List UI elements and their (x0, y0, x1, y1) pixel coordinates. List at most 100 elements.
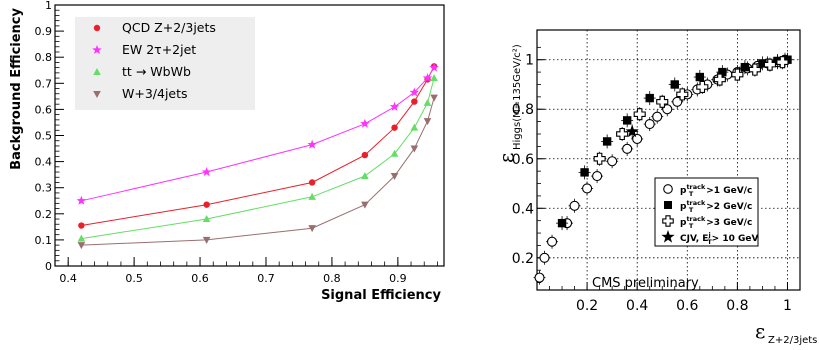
higgs-vs-z-efficiency-chart: 0.2 0.4 0.6 0.8 10.20.40.60.81 ptrack T >1 GeV… (494, 29, 817, 346)
left-data-point (77, 242, 86, 250)
left-y-tick-label: 0.7 (35, 77, 53, 90)
right-data-point (580, 168, 589, 177)
right-x-tick-label: 1 (783, 298, 792, 314)
left-data-point (361, 171, 369, 179)
left-y-tick-label: 0.5 (35, 130, 53, 143)
right-legend-item: ptrack T >3 GeV/c (662, 215, 752, 230)
right-legend-label-rest: >3 GeV/c (706, 218, 752, 228)
left-series-2 (77, 74, 438, 242)
right-data-point (645, 93, 654, 103)
right-legend-label-rest: >1 GeV/c (706, 186, 752, 196)
right-legend-label-sub: T (689, 206, 694, 214)
right-data-point (740, 62, 750, 72)
right-legend-label-rest: >2 GeV/c (706, 202, 752, 212)
right-y-tick-label: 0.8 (512, 102, 534, 118)
left-data-point (202, 215, 211, 223)
left-data-point (430, 94, 438, 102)
left-legend-marker (93, 24, 101, 32)
right-series-3 (625, 124, 639, 139)
right-legend-label-sup: track (686, 215, 706, 223)
right-legend-marker (662, 215, 674, 227)
left-x-axis-label: Signal Efficiency (321, 288, 441, 303)
right-legend-label-sup: track (686, 183, 706, 191)
left-data-point (308, 192, 316, 200)
right-data-point (569, 200, 580, 211)
right-data-point (622, 116, 632, 125)
left-series-0 (78, 63, 438, 229)
right-data-point (593, 152, 606, 165)
right-data-point (695, 72, 705, 82)
left-data-point (423, 118, 432, 126)
left-y-tick-label: 0.3 (35, 182, 53, 195)
left-data-point (391, 124, 398, 131)
left-x-tick-label: 0.6 (191, 272, 209, 285)
right-legend-label-main: p (680, 202, 687, 212)
right-data-point (632, 133, 643, 145)
right-data-point (652, 111, 663, 122)
right-series-0 (533, 52, 791, 285)
right-legend-item: ptrack T >2 GeV/c (664, 199, 752, 214)
left-data-point (76, 195, 87, 205)
right-y-axis-symbol: ε (494, 153, 518, 163)
left-data-point (78, 222, 85, 229)
left-series-3 (77, 94, 438, 250)
right-data-point (633, 108, 646, 121)
left-legend-label-part: tt (122, 64, 132, 79)
right-data-point (625, 124, 639, 138)
left-data-point (390, 149, 399, 157)
right-legend-marker (663, 184, 673, 194)
left-data-point (360, 118, 370, 128)
left-series-line (81, 66, 435, 226)
right-y-axis-subscript: Higgs(M=135GeV/c²) (512, 44, 523, 150)
left-legend-marker (93, 68, 101, 75)
right-data-point (731, 68, 744, 81)
left-legend-marker (92, 45, 102, 55)
left-data-point (422, 73, 433, 83)
left-legend-item: W+3/4jets (93, 86, 188, 101)
left-legend-label-part: WbWb (150, 64, 191, 79)
left-legend-item: QCD Z+2/3jets (93, 20, 216, 35)
left-legend-label: QCD Z+2/3jets (122, 20, 216, 35)
left-series-line (81, 97, 435, 246)
right-legend-label-main: p (680, 218, 687, 228)
right-data-point (602, 137, 612, 146)
left-legend-label: W+3/4jets (122, 86, 188, 101)
right-y-axis-label: ε Higgs(M=135GeV/c²) (494, 44, 523, 163)
left-legend-label-part: → (136, 64, 146, 79)
left-y-tick-label: 0.8 (35, 51, 53, 64)
right-legend-item: ptrack T >1 GeV/c (663, 183, 752, 198)
left-data-point (307, 139, 317, 149)
right-data-point (676, 88, 689, 101)
right-legend-label-main: CJV, E (680, 234, 708, 244)
right-data-point (713, 73, 726, 86)
left-data-point (203, 201, 210, 208)
left-data-point (361, 201, 369, 209)
right-legend-label: CJV, Ej T> 10 GeV (680, 231, 758, 246)
right-data-point (534, 272, 545, 283)
left-series-1 (76, 62, 439, 205)
left-legend-item: tt → WbWb (93, 64, 191, 79)
left-x-tick-label: 0.8 (323, 272, 341, 285)
right-data-point (622, 143, 633, 154)
right-data-point (718, 67, 727, 77)
right-data-point (582, 183, 593, 194)
left-legend-box (75, 17, 255, 110)
left-x-tick-label: 0.4 (59, 272, 77, 285)
left-legend: QCD Z+2/3jets EW 2τ+2jet tt → WbWb W+3/4jets (75, 17, 255, 110)
right-x-axis-symbol: ε (755, 319, 765, 343)
right-series-2 (593, 55, 789, 166)
left-y-tick-label: 0.1 (35, 234, 53, 247)
right-data-point (696, 80, 709, 94)
right-data-point (539, 252, 550, 263)
right-legend-label-sub: T (707, 238, 712, 246)
left-y-tick-label: 0 (45, 260, 52, 273)
right-legend-label-sup: j (707, 231, 710, 239)
right-data-point (748, 63, 761, 76)
left-y-axis-label: Background Efficiency (9, 7, 24, 169)
right-legend-marker (664, 201, 672, 209)
left-data-point (361, 151, 369, 159)
right-legend-label: ptrack T >3 GeV/c (680, 215, 752, 230)
cms-preliminary-annotation: CMS preliminary (592, 276, 699, 291)
right-legend-label: ptrack T >2 GeV/c (680, 199, 752, 214)
